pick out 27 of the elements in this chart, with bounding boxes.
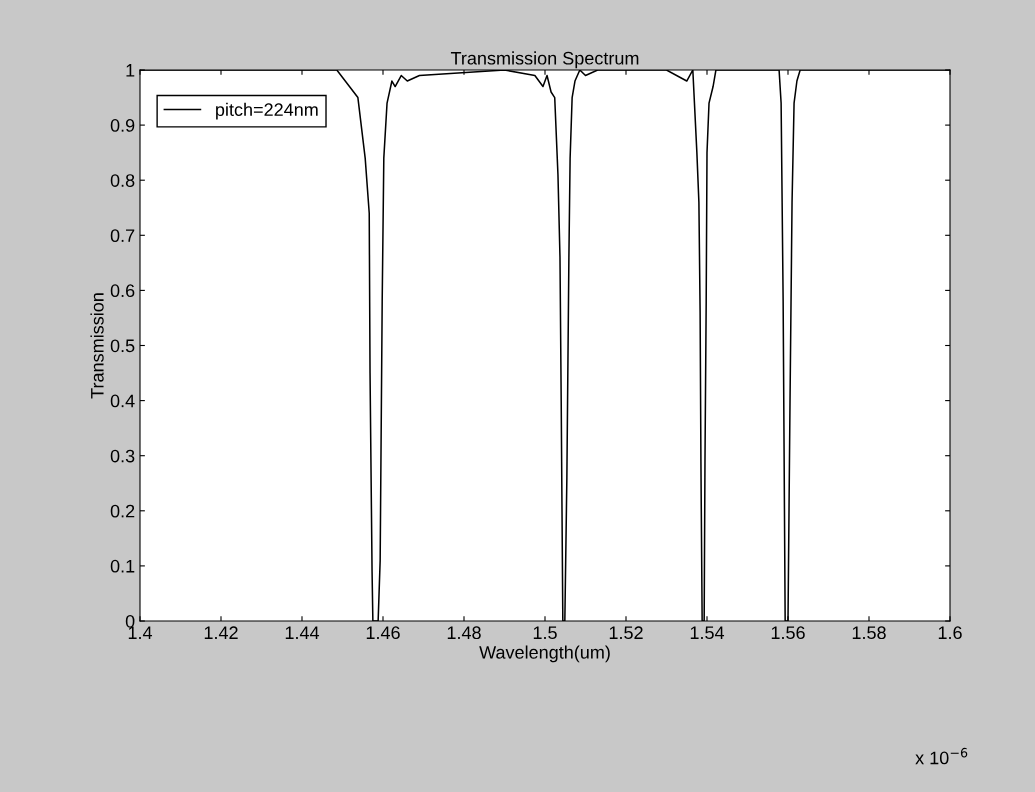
y-tick-label: 0.2: [110, 504, 135, 518]
x-tick-label: 1.46: [366, 626, 400, 640]
chart-title: Transmission Spectrum: [450, 51, 639, 69]
y-tick-label: 0: [125, 614, 135, 628]
y-tick-label: 0.3: [110, 449, 135, 463]
y-tick-label: 0.5: [110, 339, 135, 353]
legend-label: pitch=224nm: [216, 102, 318, 120]
x-tick-label: 1.58: [852, 626, 886, 640]
x-tick-label: 1.5: [533, 626, 557, 640]
y-axis-title: Transmission: [90, 293, 104, 399]
x-axis-title: Wavelength(um): [479, 645, 610, 663]
x-tick-label: 1.48: [447, 626, 481, 640]
y-tick-label: 0.7: [110, 229, 135, 243]
y-tick-label: 0.8: [110, 174, 135, 187]
x-tick-label: 1.6: [938, 626, 962, 640]
x-tick-label: 1.42: [204, 626, 238, 639]
x-tick-label: 1.44: [285, 626, 320, 639]
x-tick-label: 1.54: [690, 626, 725, 640]
x-tick-label: 1.52: [609, 626, 643, 640]
y-tick-label: 0.4: [110, 394, 135, 408]
x-tick-label: 1.4: [128, 626, 153, 639]
text: x 10$^{−6}$: [915, 747, 968, 765]
y-tick-label: 0.9: [110, 119, 135, 132]
y-tick-label: 1: [126, 64, 135, 77]
y-tick-label: 0.1: [110, 559, 135, 573]
y-tick-label: 0.6: [110, 284, 135, 298]
x-tick-label: 1.56: [771, 626, 805, 640]
